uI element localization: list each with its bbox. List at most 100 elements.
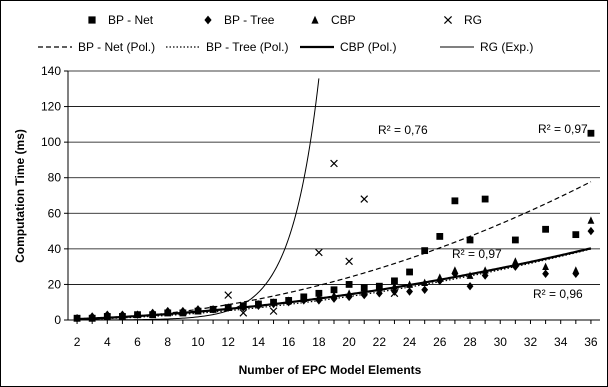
point-cbp	[572, 266, 580, 274]
point-cbp	[481, 266, 489, 274]
point-cbp	[436, 273, 444, 281]
x-tick-label: 12	[222, 335, 236, 349]
x-tick-label: 2	[74, 335, 81, 349]
y-tick-label: 40	[48, 242, 62, 256]
point-bp-tree	[330, 294, 338, 303]
legend-label-rg: RG	[464, 13, 482, 27]
point-cbp	[134, 310, 141, 319]
x-tick-label: 22	[373, 335, 387, 349]
legend-marker-bp-net	[88, 16, 96, 24]
y-tick-label: 60	[48, 206, 62, 220]
legend-label-bp-net: BP - Net	[108, 13, 154, 27]
legend-label-rg-exp: RG (Exp.)	[480, 40, 533, 54]
point-rg	[315, 248, 323, 257]
point-bp-net	[421, 247, 429, 255]
point-cbp	[239, 301, 247, 310]
point-bp-tree	[466, 282, 474, 291]
point-cbp	[406, 280, 413, 288]
legend-marker-bp-tree	[204, 15, 212, 25]
y-tick-label: 80	[48, 171, 62, 185]
legend-marker-rg	[443, 15, 453, 25]
point-bp-net	[406, 268, 413, 276]
point-bp-net	[345, 281, 353, 288]
point-cbp	[375, 283, 383, 292]
trendline-bp-net-pol	[77, 181, 592, 321]
y-axis-title: Computation Time (ms)	[13, 129, 27, 263]
x-tick-label: 34	[554, 335, 568, 349]
point-bp-net	[542, 225, 549, 233]
point-bp-net	[330, 286, 338, 294]
legend-marker-cbp	[311, 15, 319, 24]
legend-label-cbp: CBP	[331, 13, 356, 27]
point-cbp	[542, 262, 549, 271]
point-rg	[330, 159, 338, 168]
point-cbp	[285, 296, 293, 304]
point-rg	[239, 309, 248, 317]
point-cbp	[360, 287, 368, 295]
x-tick-label: 10	[191, 335, 205, 349]
point-rg	[269, 307, 278, 315]
x-tick-label: 30	[494, 335, 508, 349]
legend-label-bp-tree-pol: BP - Tree (Pol.)	[206, 40, 288, 54]
point-rg	[345, 257, 353, 266]
point-rg	[224, 291, 233, 299]
point-bp-tree	[421, 285, 429, 294]
x-tick-label: 26	[433, 335, 447, 349]
point-cbp	[345, 289, 353, 297]
point-bp-net	[466, 236, 474, 244]
r2-label: R² = 0,97	[538, 122, 588, 136]
point-rg	[390, 289, 399, 298]
x-tick-label: 6	[134, 335, 141, 349]
point-cbp	[451, 266, 459, 274]
gridlines	[68, 70, 600, 285]
point-bp-tree	[406, 287, 413, 296]
point-bp-net	[587, 129, 595, 137]
point-cbp	[209, 305, 217, 313]
point-bp-tree	[587, 226, 595, 236]
x-axis-title: Number of EPC Model Elements	[239, 363, 422, 377]
point-bp-net	[391, 277, 398, 285]
point-bp-tree	[542, 269, 549, 278]
r2-label: R² = 0,96	[533, 287, 583, 301]
legend: BP - Net BP - Tree CBP RG BP - Net (Pol.) BP …	[38, 13, 533, 54]
point-bp-net	[572, 231, 580, 239]
point-rg	[360, 195, 369, 203]
trendline-bp-tree-pol	[77, 248, 592, 321]
point-cbp	[391, 282, 398, 290]
x-tick-label: 28	[463, 335, 477, 349]
x-tick-label: 16	[282, 335, 296, 349]
y-tick-label: 0	[54, 313, 61, 327]
point-cbp	[119, 312, 126, 320]
point-cbp	[587, 216, 595, 224]
x-tick-label: 14	[252, 335, 266, 349]
data-points	[73, 129, 595, 323]
point-bp-net	[511, 236, 519, 244]
point-bp-net	[436, 233, 444, 240]
x-tick-label: 20	[342, 335, 356, 349]
x-tick-label: 32	[524, 335, 538, 349]
y-tick-label: 120	[41, 100, 61, 114]
point-cbp	[224, 303, 232, 311]
r2-annotations: R² = 0,97 R² = 0,97 R² = 0,96 R² = 0,76	[378, 122, 588, 301]
x-tick-label: 4	[104, 335, 111, 349]
y-tick-label: 20	[48, 277, 62, 291]
y-tick-label: 140	[41, 64, 61, 78]
point-bp-net	[451, 197, 459, 205]
point-cbp	[149, 310, 157, 319]
x-tick-label: 18	[312, 335, 326, 349]
point-cbp	[255, 299, 262, 308]
point-cbp	[179, 308, 187, 317]
point-cbp	[421, 278, 429, 287]
r2-label: R² = 0,76	[378, 123, 428, 137]
point-cbp	[300, 294, 308, 303]
legend-label-cbp-pol: CBP (Pol.)	[340, 40, 396, 54]
point-cbp	[194, 307, 202, 315]
r2-label: R² = 0,97	[452, 247, 502, 261]
point-cbp	[466, 271, 474, 279]
legend-label-bp-net-pol: BP - Net (Pol.)	[78, 40, 155, 54]
point-cbp	[315, 292, 323, 301]
x-tick-label: 8	[164, 335, 171, 349]
point-cbp	[330, 291, 338, 299]
